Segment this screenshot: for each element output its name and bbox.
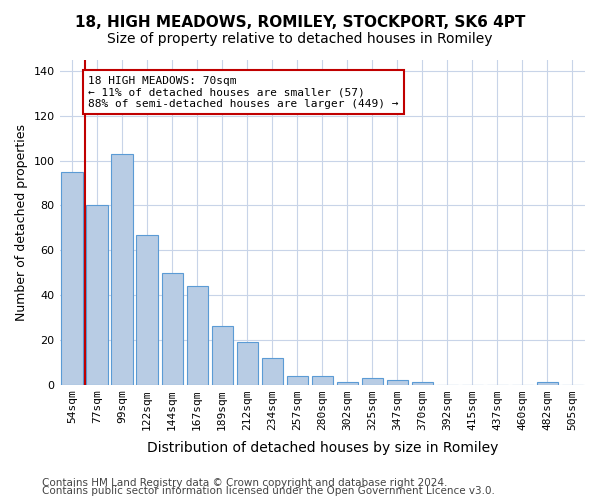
Bar [187, 286, 208, 384]
Bar [412, 382, 433, 384]
Bar [61, 172, 83, 384]
Y-axis label: Number of detached properties: Number of detached properties [15, 124, 28, 321]
Bar [337, 382, 358, 384]
X-axis label: Distribution of detached houses by size in Romiley: Distribution of detached houses by size … [146, 441, 498, 455]
Bar [161, 272, 183, 384]
Bar [136, 234, 158, 384]
Bar [236, 342, 258, 384]
Bar [311, 376, 333, 384]
Bar [212, 326, 233, 384]
Bar [112, 154, 133, 384]
Bar [287, 376, 308, 384]
Bar [537, 382, 558, 384]
Text: Size of property relative to detached houses in Romiley: Size of property relative to detached ho… [107, 32, 493, 46]
Bar [262, 358, 283, 384]
Text: 18, HIGH MEADOWS, ROMILEY, STOCKPORT, SK6 4PT: 18, HIGH MEADOWS, ROMILEY, STOCKPORT, SK… [75, 15, 525, 30]
Text: Contains HM Land Registry data © Crown copyright and database right 2024.: Contains HM Land Registry data © Crown c… [42, 478, 448, 488]
Text: Contains public sector information licensed under the Open Government Licence v3: Contains public sector information licen… [42, 486, 495, 496]
Text: 18 HIGH MEADOWS: 70sqm
← 11% of detached houses are smaller (57)
88% of semi-det: 18 HIGH MEADOWS: 70sqm ← 11% of detached… [88, 76, 399, 109]
Bar [362, 378, 383, 384]
Bar [86, 206, 108, 384]
Bar [387, 380, 408, 384]
